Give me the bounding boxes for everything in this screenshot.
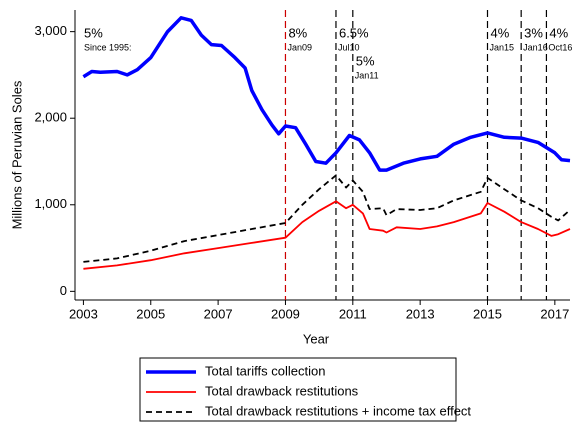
x-tick-label: 2013 <box>406 306 435 321</box>
x-tick-label: 2003 <box>69 306 98 321</box>
note-label: 5% <box>84 25 103 40</box>
reference-sublabel: Jan15 <box>490 42 515 52</box>
reference-label: 3% <box>524 25 543 40</box>
y-tick-label: 3,000 <box>34 23 67 38</box>
reference-label: 8% <box>288 25 307 40</box>
reference-sublabel: Jan16 <box>523 42 548 52</box>
reference-label: 4% <box>549 25 568 40</box>
reference-sublabel: Jul10 <box>338 42 360 52</box>
x-tick-label: 2007 <box>204 306 233 321</box>
x-tick-label: 2011 <box>339 306 367 321</box>
x-tick-label: 2005 <box>136 306 165 321</box>
y-tick-label: 1,000 <box>34 196 67 211</box>
series-line <box>83 174 571 263</box>
y-tick-label: 0 <box>60 283 67 298</box>
note-sublabel: Since 1995: <box>84 42 132 52</box>
reference-label: 6.5% <box>339 25 369 40</box>
x-tick-label: 2009 <box>271 306 300 321</box>
legend-box <box>139 357 457 422</box>
y-axis-label: Millions of Peruvian Soles <box>9 80 24 229</box>
x-tick-label: 2015 <box>473 306 502 321</box>
x-tick-label: 2017 <box>540 306 569 321</box>
legend-label: Total drawback restitutions + income tax… <box>205 403 471 418</box>
x-axis-label: Year <box>303 331 330 346</box>
legend-label: Total tariffs collection <box>205 363 325 378</box>
series-line <box>83 200 571 270</box>
series-line <box>82 16 571 172</box>
y-tick-label: 2,000 <box>34 110 67 125</box>
legend-label: Total drawback restitutions <box>205 383 359 398</box>
reference-label: 5% <box>356 53 375 68</box>
reference-sublabel: Jan09 <box>287 42 312 52</box>
reference-sublabel: Jan11 <box>355 70 379 80</box>
reference-sublabel: Oct16 <box>548 42 572 52</box>
reference-label: 4% <box>491 25 510 40</box>
